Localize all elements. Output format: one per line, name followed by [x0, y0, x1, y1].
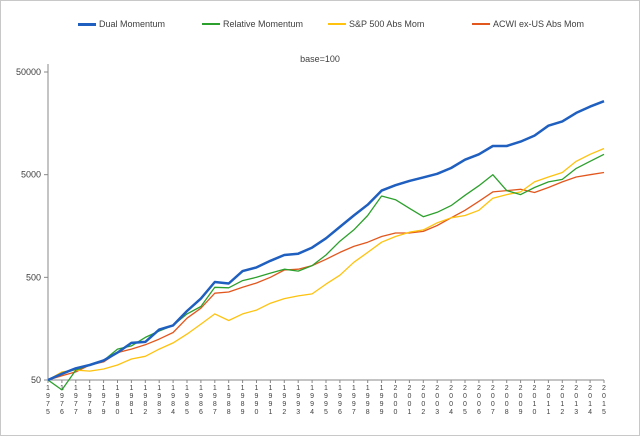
legend-swatch-dual-momentum — [78, 22, 96, 26]
y-tick-label: 50 — [31, 375, 41, 385]
y-tick-label: 5000 — [21, 170, 41, 180]
legend-label-dual-momentum: Dual Momentum — [99, 19, 166, 29]
legend-label-sp500-abs-mom: S&P 500 Abs Mom — [349, 19, 425, 29]
chart-subtitle: base=100 — [300, 54, 340, 64]
y-tick-label: 500 — [26, 272, 41, 282]
legend-swatch-acwi-ex-us-abs-mom — [472, 23, 490, 25]
legend-label-acwi-ex-us-abs-mom: ACWI ex-US Abs Mom — [493, 19, 585, 29]
legend-item-relative-momentum: Relative Momentum — [202, 14, 303, 34]
legend-label-relative-momentum: Relative Momentum — [223, 19, 304, 29]
series-lines — [47, 100, 605, 391]
series-line-s-p-500-abs-mom — [47, 147, 605, 381]
axes: 50 500 5000 50000 1 9 7 5 1 9 7 6 1 9 7 7 1 9 7 8 1 9 7 9 1 9 8 0 1 9… — [16, 64, 606, 416]
series-line-relative-momentum — [47, 153, 605, 391]
legend: Dual Momentum Relative Momentum S&P 500 … — [60, 14, 620, 34]
series-line-dual-momentum — [47, 100, 605, 382]
series-line-acwi-ex-us-abs-mom — [47, 171, 605, 381]
legend-swatch-relative-momentum — [202, 23, 220, 25]
legend-item-sp500-abs-mom: S&P 500 Abs Mom — [328, 14, 424, 34]
legend-swatch-sp500-abs-mom — [328, 23, 346, 25]
legend-item-acwi-ex-us-abs-mom: ACWI ex-US Abs Mom — [472, 14, 584, 34]
y-tick-label: 50000 — [16, 67, 41, 77]
legend-item-dual-momentum: Dual Momentum — [78, 14, 165, 34]
